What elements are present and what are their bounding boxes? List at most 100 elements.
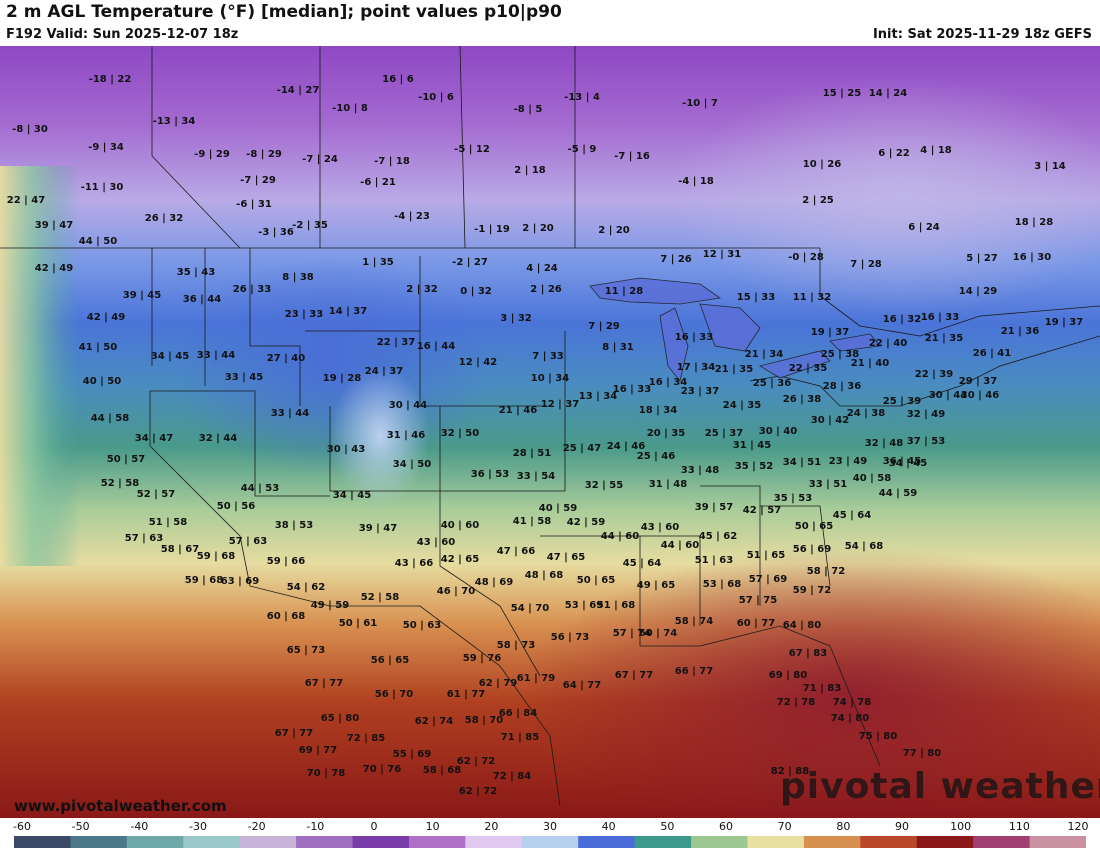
point-value: -6 | 21 (360, 177, 396, 188)
point-value: 67 | 83 (789, 648, 827, 659)
point-value: -7 | 16 (614, 151, 650, 162)
point-value: 28 | 51 (513, 448, 551, 459)
colorbar-segment (1029, 836, 1086, 848)
point-value: 66 | 77 (675, 666, 713, 677)
point-value: 3 | 14 (1034, 161, 1066, 172)
point-value: -8 | 30 (12, 124, 48, 135)
point-value: 2 | 20 (522, 223, 554, 234)
point-value: 2 | 18 (514, 165, 546, 176)
point-value: 48 | 69 (475, 577, 513, 588)
point-value: -6 | 31 (236, 199, 272, 210)
point-value: 62 | 72 (459, 786, 497, 797)
point-value: 56 | 73 (551, 632, 589, 643)
colorbar-segment (239, 836, 297, 848)
point-value: 19 | 37 (811, 327, 849, 338)
point-value: 23 | 37 (681, 386, 719, 397)
point-value: 41 | 50 (79, 342, 117, 353)
point-value: 24 | 38 (847, 408, 885, 419)
point-value: 72 | 85 (347, 733, 385, 744)
point-value: 32 | 49 (907, 409, 945, 420)
political-borders (0, 46, 1100, 807)
point-value: 16 | 33 (921, 312, 959, 323)
point-value: 21 | 46 (499, 405, 537, 416)
point-value: 39 | 47 (359, 523, 397, 534)
point-value: 44 | 59 (879, 488, 917, 499)
point-value: 22 | 47 (7, 195, 45, 206)
colorbar-tick-label: -20 (247, 820, 266, 833)
point-value: 58 | 70 (465, 715, 503, 726)
point-value: 26 | 33 (233, 284, 271, 295)
point-value: 42 | 59 (567, 517, 605, 528)
point-value: 33 | 44 (271, 408, 309, 419)
point-value: 34 | 47 (135, 433, 173, 444)
point-value: 61 | 79 (517, 673, 555, 684)
point-value: 54 | 70 (511, 603, 549, 614)
colorbar-segment (183, 836, 241, 848)
point-value: 59 | 72 (793, 585, 831, 596)
point-value: 72 | 78 (777, 697, 815, 708)
point-value: 64 | 80 (783, 620, 821, 631)
point-value: 30 | 44 (389, 400, 427, 411)
point-value: 22 | 39 (915, 369, 953, 380)
point-value: 51 | 58 (149, 517, 187, 528)
point-value: 25 | 37 (705, 428, 743, 439)
point-value: 36 | 45 (883, 456, 921, 467)
point-value: 44 | 60 (601, 531, 639, 542)
point-value: 16 | 34 (649, 377, 687, 388)
point-value: -10 | 7 (682, 98, 718, 109)
point-value: 2 | 20 (598, 225, 630, 236)
point-value: 49 | 65 (637, 580, 675, 591)
point-value: 4 | 18 (920, 145, 952, 156)
point-value: 24 | 35 (723, 400, 761, 411)
point-value: 22 | 35 (789, 363, 827, 374)
point-value: 31 | 45 (733, 440, 771, 451)
point-value: -1 | 19 (474, 224, 510, 235)
point-value: 14 | 24 (869, 88, 907, 99)
point-value: 67 | 77 (275, 728, 313, 739)
point-value: 45 | 64 (833, 510, 871, 521)
colorbar-segment (578, 836, 636, 848)
point-value: 58 | 68 (423, 765, 461, 776)
point-value: 59 | 76 (463, 653, 501, 664)
point-labels: -18 | 22 -14 | 27 16 | 6 -10 | 6 -13 | 4 -10 … (7, 74, 1083, 797)
point-value: 51 | 63 (695, 555, 733, 566)
point-value: 21 | 35 (715, 364, 753, 375)
colorbar-segment (860, 836, 918, 848)
point-value: 28 | 36 (823, 381, 861, 392)
point-value: 8 | 38 (282, 272, 314, 283)
colorbar-tick-label: 50 (660, 820, 675, 833)
point-value: 33 | 51 (809, 479, 847, 490)
point-value: 16 | 30 (1013, 252, 1051, 263)
point-value: 67 | 77 (615, 670, 653, 681)
point-value: 60 | 74 (639, 628, 677, 639)
point-value: -2 | 35 (292, 220, 328, 231)
point-value: -18 | 22 (89, 74, 132, 85)
point-value: 32 | 44 (199, 433, 237, 444)
point-value: 6 | 22 (878, 148, 910, 159)
point-value: -7 | 24 (302, 154, 338, 165)
point-value: 70 | 78 (307, 768, 345, 779)
point-value: 0 | 32 (460, 286, 492, 297)
point-value: 21 | 40 (851, 358, 889, 369)
point-value: 7 | 33 (532, 351, 564, 362)
point-value: 13 | 34 (579, 391, 617, 402)
point-value: 40 | 59 (539, 503, 577, 514)
point-value: -10 | 6 (418, 92, 454, 103)
point-value: 12 | 42 (459, 357, 497, 368)
point-value: 1 | 35 (362, 257, 394, 268)
point-value: 32 | 55 (585, 480, 623, 491)
point-value: 16 | 33 (613, 384, 651, 395)
point-value: 40 | 60 (441, 520, 479, 531)
point-value: 62 | 79 (479, 678, 517, 689)
point-value: 2 | 26 (530, 284, 562, 295)
point-value: 49 | 59 (311, 600, 349, 611)
point-value: 58 | 74 (675, 616, 713, 627)
point-value: 22 | 37 (377, 337, 415, 348)
point-value: 39 | 45 (123, 290, 161, 301)
point-value: -13 | 34 (153, 116, 196, 127)
point-value: 38 | 53 (275, 520, 313, 531)
point-value: 59 | 68 (185, 575, 223, 586)
point-value: 25 | 38 (821, 349, 859, 360)
point-value: 37 | 53 (907, 436, 945, 447)
point-value: 16 | 6 (382, 74, 414, 85)
